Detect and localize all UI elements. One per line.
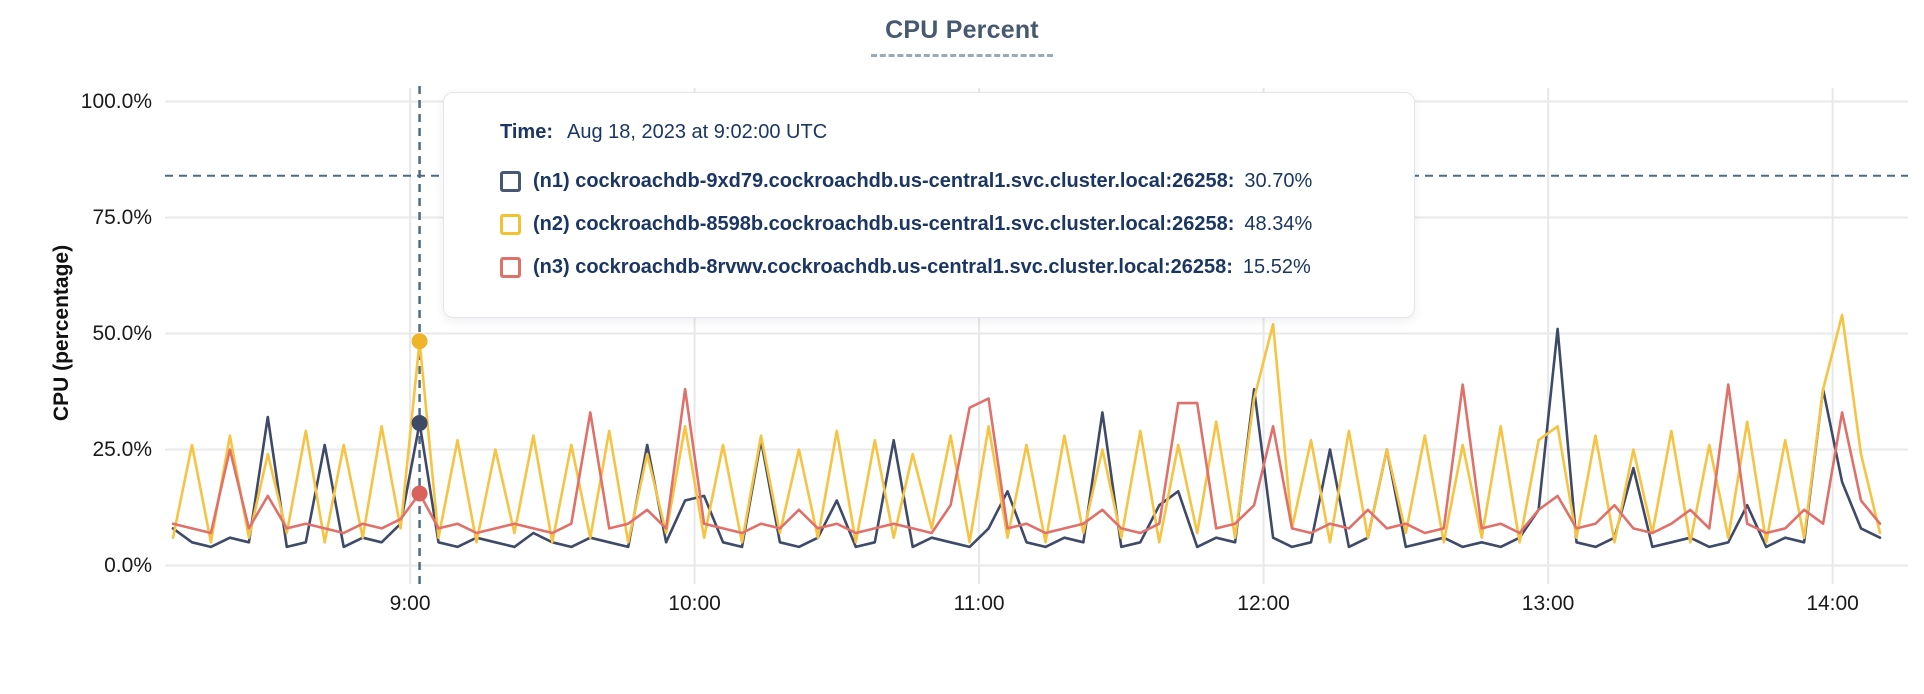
y-tick-label: 25.0% xyxy=(92,437,152,461)
tooltip-series-row-n3: (n3) cockroachdb-8rvwv.cockroachdb.us-ce… xyxy=(500,246,1394,289)
chart-tooltip: Time: Aug 18, 2023 at 9:02:00 UTC (n1) co… xyxy=(443,92,1415,318)
tooltip-time-value: Aug 18, 2023 at 9:02:00 UTC xyxy=(566,121,828,143)
series-n2-swatch-icon xyxy=(500,214,521,235)
x-tick-label: 10:00 xyxy=(668,592,721,615)
y-tick-label: 0.0% xyxy=(104,553,152,577)
series-n3-swatch-icon xyxy=(500,257,521,278)
chart-title-wrap: CPU Percent xyxy=(0,16,1924,57)
tooltip-series-n3-value: 15.52% xyxy=(1242,256,1311,278)
y-tick-label: 100.0% xyxy=(80,89,152,113)
tooltip-series-n3-label: (n3) cockroachdb-8rvwv.cockroachdb.us-ce… xyxy=(533,256,1233,278)
x-tick-label: 9:00 xyxy=(389,592,431,615)
y-tick-label: 75.0% xyxy=(92,205,152,229)
tooltip-series-n1-value: 30.70% xyxy=(1244,170,1313,192)
tooltip-series-row-n1: (n1) cockroachdb-9xd79.cockroachdb.us-ce… xyxy=(500,160,1394,203)
tooltip-time-label: Time: xyxy=(500,121,553,143)
tooltip-series-row-n2: (n2) cockroachdb-8598b.cockroachdb.us-ce… xyxy=(500,203,1394,246)
tooltip-series-n1-label: (n1) cockroachdb-9xd79.cockroachdb.us-ce… xyxy=(533,170,1235,192)
x-tick-label: 13:00 xyxy=(1521,592,1575,615)
tooltip-time-row: Time: Aug 18, 2023 at 9:02:00 UTC xyxy=(500,121,1394,144)
x-tick-label: 14:00 xyxy=(1806,592,1859,615)
tooltip-series-n2-value: 48.34% xyxy=(1244,213,1313,235)
x-tick-label: 12:00 xyxy=(1237,592,1290,615)
x-tick-label: 11:00 xyxy=(953,592,1005,615)
y-tick-label: 50.0% xyxy=(92,321,152,345)
tooltip-series-n2-label: (n2) cockroachdb-8598b.cockroachdb.us-ce… xyxy=(533,213,1235,235)
chart-title[interactable]: CPU Percent xyxy=(871,16,1053,57)
series-n1-swatch-icon xyxy=(500,171,521,192)
